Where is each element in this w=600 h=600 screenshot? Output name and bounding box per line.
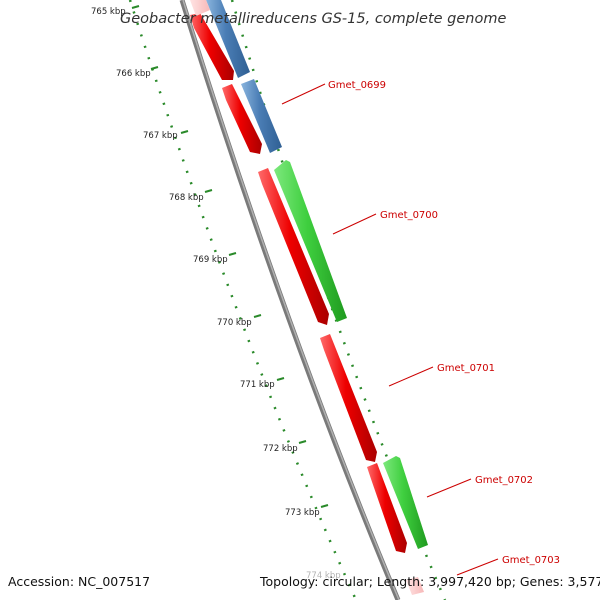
gene-feature[interactable] — [222, 84, 262, 154]
gene-label-gmet-0701[interactable]: Gmet_0701 — [437, 363, 495, 374]
forward-strand-features — [190, 13, 407, 553]
gene-feature[interactable] — [258, 168, 329, 325]
gene-label-gmet-0699[interactable]: Gmet_0699 — [328, 80, 386, 91]
gene-feature[interactable] — [190, 0, 210, 16]
gene-feature[interactable] — [320, 334, 377, 462]
genome-summary-text: Topology: circular; Length: 3,997,420 bp… — [259, 574, 600, 589]
kbp-label: 766 kbp — [116, 69, 151, 79]
kbp-label: 772 kbp — [263, 444, 298, 454]
genome-backbone — [179, 0, 401, 600]
kbp-label: 770 kbp — [217, 318, 252, 328]
gene-feature[interactable] — [406, 577, 424, 595]
genome-title: Geobacter metallireducens GS-15, complet… — [120, 11, 506, 27]
gene-label-gmet-0702[interactable]: Gmet_0702 — [475, 475, 533, 486]
gene-feature[interactable] — [383, 456, 428, 549]
accession-text: Accession: NC_007517 — [8, 574, 150, 589]
kbp-label: 768 kbp — [169, 193, 204, 203]
kbp-label: 765 kbp — [91, 7, 126, 17]
reverse-strand-features — [274, 160, 428, 549]
gene-feature[interactable] — [274, 160, 347, 322]
gene-feature[interactable] — [206, 0, 250, 78]
gene-feature[interactable] — [190, 13, 234, 80]
kbp-label: 774 kbp — [306, 571, 341, 581]
partial-features — [190, 0, 424, 595]
gene-label-gmet-0703[interactable]: Gmet_0703 — [502, 555, 560, 566]
kbp-ruler: 765 kbp 766 kbp 767 kbp 768 kbp 769 kbp … — [91, 0, 358, 600]
blue-features — [206, 0, 282, 153]
kbp-label: 767 kbp — [143, 131, 178, 141]
gene-feature[interactable] — [241, 79, 282, 153]
kbp-label: 773 kbp — [285, 508, 320, 518]
gene-label-gmet-0700[interactable]: Gmet_0700 — [380, 210, 438, 221]
gene-feature[interactable] — [367, 463, 407, 553]
kbp-label: 769 kbp — [193, 255, 228, 265]
kbp-label: 771 kbp — [240, 380, 275, 390]
gene-labels: Gmet_0699 Gmet_0700 Gmet_0701 Gmet_0702 … — [281, 80, 560, 576]
